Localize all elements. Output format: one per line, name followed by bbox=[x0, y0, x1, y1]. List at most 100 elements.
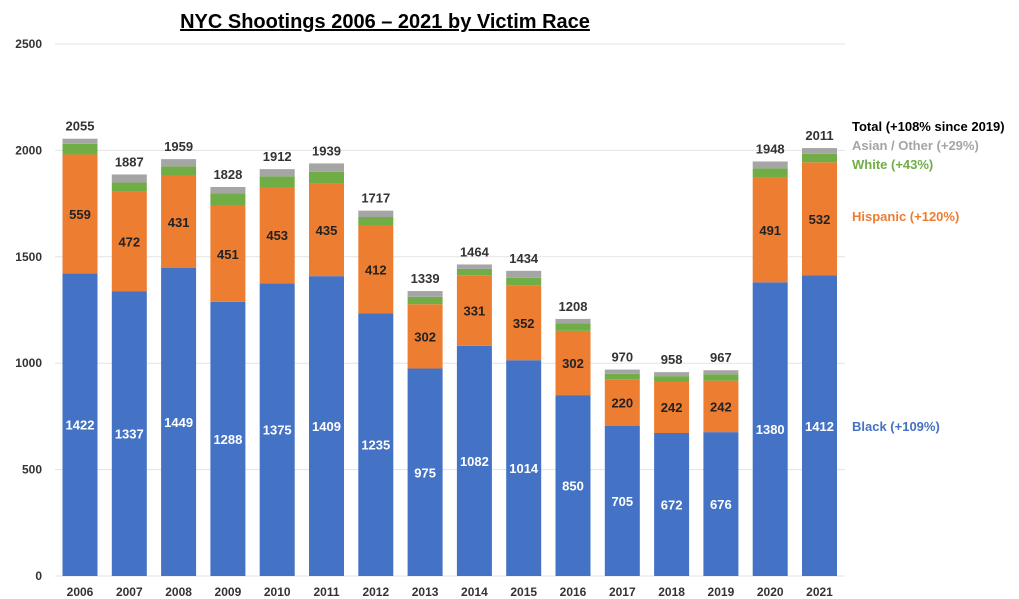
bar-segment bbox=[259, 283, 295, 576]
bar-segment bbox=[802, 275, 837, 576]
data-label: 1288 bbox=[213, 432, 242, 447]
total-label: 1948 bbox=[756, 141, 785, 156]
data-label: 1375 bbox=[263, 423, 292, 438]
data-label: 532 bbox=[809, 212, 831, 227]
x-tick-label: 2016 bbox=[560, 585, 587, 599]
bar-segment bbox=[358, 217, 394, 226]
total-label: 1959 bbox=[164, 139, 193, 154]
total-label: 958 bbox=[661, 352, 683, 367]
bar-segment bbox=[555, 323, 591, 331]
total-label: 1464 bbox=[460, 244, 490, 259]
bar-segment bbox=[62, 138, 98, 144]
data-label: 412 bbox=[365, 262, 387, 277]
data-label: 491 bbox=[759, 223, 781, 238]
x-tick-label: 2012 bbox=[362, 585, 389, 599]
x-tick-label: 2020 bbox=[757, 585, 784, 599]
bar-segment bbox=[506, 277, 542, 286]
data-label: 1014 bbox=[509, 461, 539, 476]
bar-segment bbox=[654, 372, 690, 377]
data-label: 672 bbox=[661, 497, 683, 512]
x-tick-label: 2014 bbox=[461, 585, 488, 599]
x-tick-label: 2018 bbox=[658, 585, 685, 599]
bar-segment bbox=[210, 187, 246, 194]
bar-segment bbox=[407, 296, 443, 305]
x-tick-label: 2015 bbox=[510, 585, 537, 599]
bar-segment bbox=[456, 264, 492, 269]
bar-segment bbox=[456, 268, 492, 276]
bar-segment bbox=[456, 275, 492, 346]
data-label: 472 bbox=[118, 234, 140, 249]
bar-segment bbox=[210, 301, 246, 576]
bar-segment bbox=[456, 345, 492, 576]
x-axis: 2006 2007 2008 2009 2010 2011 2012 2013 2014 2015… bbox=[67, 585, 834, 599]
bar-segment bbox=[111, 174, 147, 183]
bar-segment bbox=[703, 432, 739, 576]
bar-segment bbox=[506, 270, 542, 278]
data-label: 451 bbox=[217, 247, 239, 262]
bar-segment bbox=[752, 177, 788, 283]
y-tick-label: 0 bbox=[35, 569, 42, 583]
data-label: 331 bbox=[464, 304, 486, 319]
data-label: 1409 bbox=[312, 419, 341, 434]
bar-segment bbox=[62, 273, 98, 576]
bar-segment bbox=[161, 159, 197, 167]
y-tick-label: 1500 bbox=[15, 250, 42, 264]
bar-segment bbox=[62, 154, 98, 274]
data-label: 559 bbox=[69, 207, 91, 222]
data-label: 705 bbox=[611, 494, 633, 509]
data-label: 1449 bbox=[164, 415, 193, 430]
x-tick-label: 2011 bbox=[313, 585, 339, 599]
total-label: 1828 bbox=[213, 167, 242, 182]
bar-segment bbox=[654, 376, 690, 382]
data-label: 242 bbox=[710, 399, 732, 414]
bar-segment bbox=[111, 191, 147, 292]
total-label: 1717 bbox=[361, 191, 390, 206]
bar-segment bbox=[407, 304, 443, 369]
bar-segment bbox=[506, 285, 542, 361]
data-label: 1235 bbox=[361, 438, 390, 453]
bar-segment bbox=[62, 143, 98, 155]
bar-segment bbox=[802, 148, 837, 154]
bar-segment bbox=[358, 225, 394, 314]
x-tick-label: 2021 bbox=[806, 585, 833, 599]
bar-segment bbox=[555, 395, 591, 576]
data-label: 1422 bbox=[66, 418, 95, 433]
bar-segment bbox=[604, 379, 640, 426]
legend-total: Total (+108% since 2019) bbox=[852, 119, 1005, 134]
data-label: 453 bbox=[266, 228, 288, 243]
total-label: 2055 bbox=[66, 119, 95, 134]
bar-segment bbox=[802, 153, 837, 163]
bar-segment bbox=[752, 168, 788, 178]
data-label: 1380 bbox=[756, 422, 785, 437]
data-label: 431 bbox=[168, 215, 190, 230]
bar-segment bbox=[111, 182, 147, 192]
y-tick-label: 500 bbox=[22, 463, 42, 477]
total-label: 967 bbox=[710, 350, 732, 365]
y-tick-label: 2500 bbox=[15, 37, 42, 51]
data-label: 242 bbox=[661, 400, 683, 415]
bar-segment bbox=[555, 318, 591, 324]
bar-segment bbox=[604, 373, 640, 380]
legend-entry: Hispanic (+120%) bbox=[852, 209, 959, 224]
data-label: 352 bbox=[513, 316, 535, 331]
y-tick-label: 2000 bbox=[15, 143, 42, 157]
bar-segment bbox=[506, 360, 542, 576]
data-label: 850 bbox=[562, 479, 584, 494]
bar-segment bbox=[358, 210, 394, 218]
bar-segment bbox=[259, 169, 295, 177]
data-label: 435 bbox=[316, 223, 338, 238]
y-tick-label: 1000 bbox=[15, 356, 42, 370]
legend-entry: Black (+109%) bbox=[852, 419, 940, 434]
bar-segment bbox=[654, 432, 690, 576]
bar-segment bbox=[309, 163, 344, 172]
total-label: 1912 bbox=[263, 149, 292, 164]
data-label: 975 bbox=[414, 465, 436, 480]
bar-segment bbox=[111, 291, 147, 576]
x-tick-label: 2013 bbox=[412, 585, 439, 599]
total-label: 1208 bbox=[559, 299, 588, 314]
data-label: 1412 bbox=[805, 419, 834, 434]
bar-segment bbox=[259, 187, 295, 284]
total-label: 1939 bbox=[312, 143, 341, 158]
bar-segment bbox=[210, 205, 246, 302]
